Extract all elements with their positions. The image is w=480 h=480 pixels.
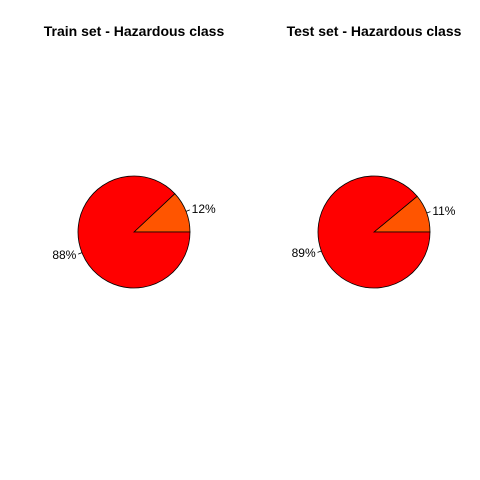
train-pie-label-tick-1 — [78, 252, 83, 255]
train-pie-panel: Train set - Hazardous class 12% 88% — [44, 23, 225, 289]
test-pie-label-1: 89% — [292, 246, 316, 260]
test-pie-panel: Test set - Hazardous class 11% 89% — [287, 23, 462, 289]
train-pie-label-1: 88% — [52, 248, 76, 262]
test-pie-label-tick-1 — [317, 250, 322, 253]
test-pie-title: Test set - Hazardous class — [287, 23, 462, 39]
train-pie-label-0: 12% — [192, 202, 216, 216]
train-pie: 12% 88% — [52, 175, 216, 289]
train-pie-label-tick-0 — [185, 209, 190, 212]
test-pie-slice-1 — [317, 175, 431, 289]
test-pie-label-0: 11% — [432, 204, 455, 218]
test-pie-label-tick-0 — [426, 211, 431, 214]
train-pie-slice-1 — [77, 175, 191, 289]
train-pie-title: Train set - Hazardous class — [44, 23, 225, 39]
test-pie: 11% 89% — [292, 175, 456, 289]
